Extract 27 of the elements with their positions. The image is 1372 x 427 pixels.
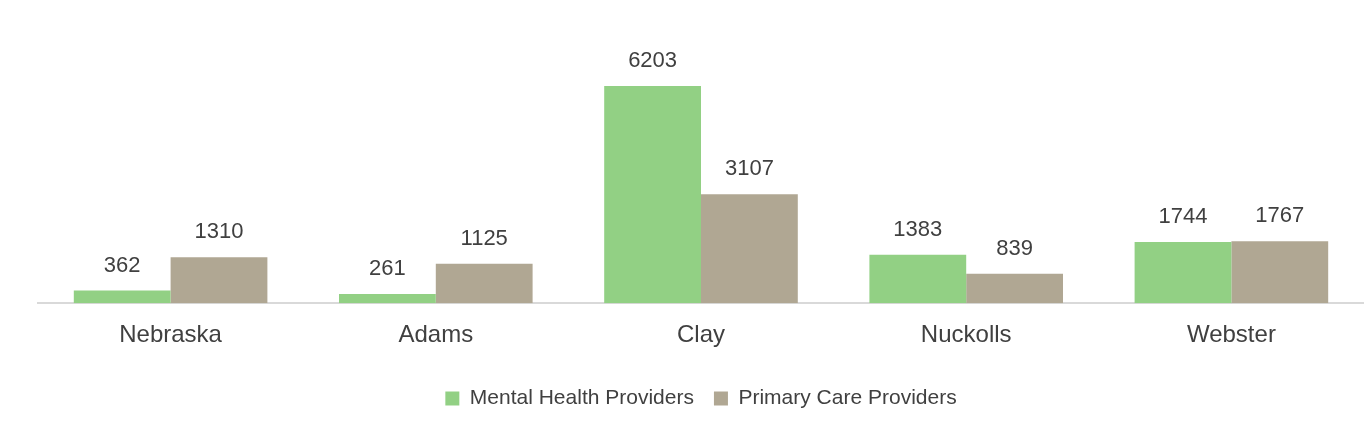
data-label: 1125 — [460, 224, 508, 250]
bar — [435, 263, 533, 304]
data-label: 1767 — [1255, 202, 1305, 228]
bar — [170, 257, 268, 304]
legend-label: Primary Care Providers — [738, 385, 957, 409]
x-tick-label: Adams — [398, 320, 474, 348]
data-label: 3107 — [724, 155, 774, 181]
bar — [701, 194, 798, 304]
x-tick-label: Nuckolls — [920, 320, 1012, 348]
bar — [1134, 242, 1232, 304]
legend-label: Mental Health Providers — [469, 385, 694, 409]
x-tick-label: Nebraska — [119, 320, 223, 348]
bar — [966, 273, 1063, 304]
data-label: 1383 — [893, 215, 943, 241]
x-tick-label: Clay — [676, 320, 726, 348]
data-label: 261 — [369, 255, 406, 281]
bar — [339, 294, 436, 304]
bar — [604, 85, 701, 304]
bar — [73, 290, 171, 304]
data-label: 839 — [996, 234, 1033, 260]
data-label: 1310 — [194, 218, 244, 244]
data-label: 362 — [103, 251, 141, 277]
data-label: 1744 — [1158, 203, 1208, 229]
data-label: 6203 — [628, 46, 678, 72]
bar — [869, 254, 967, 304]
bar — [1231, 241, 1329, 304]
x-tick-label: Webster — [1186, 320, 1276, 348]
